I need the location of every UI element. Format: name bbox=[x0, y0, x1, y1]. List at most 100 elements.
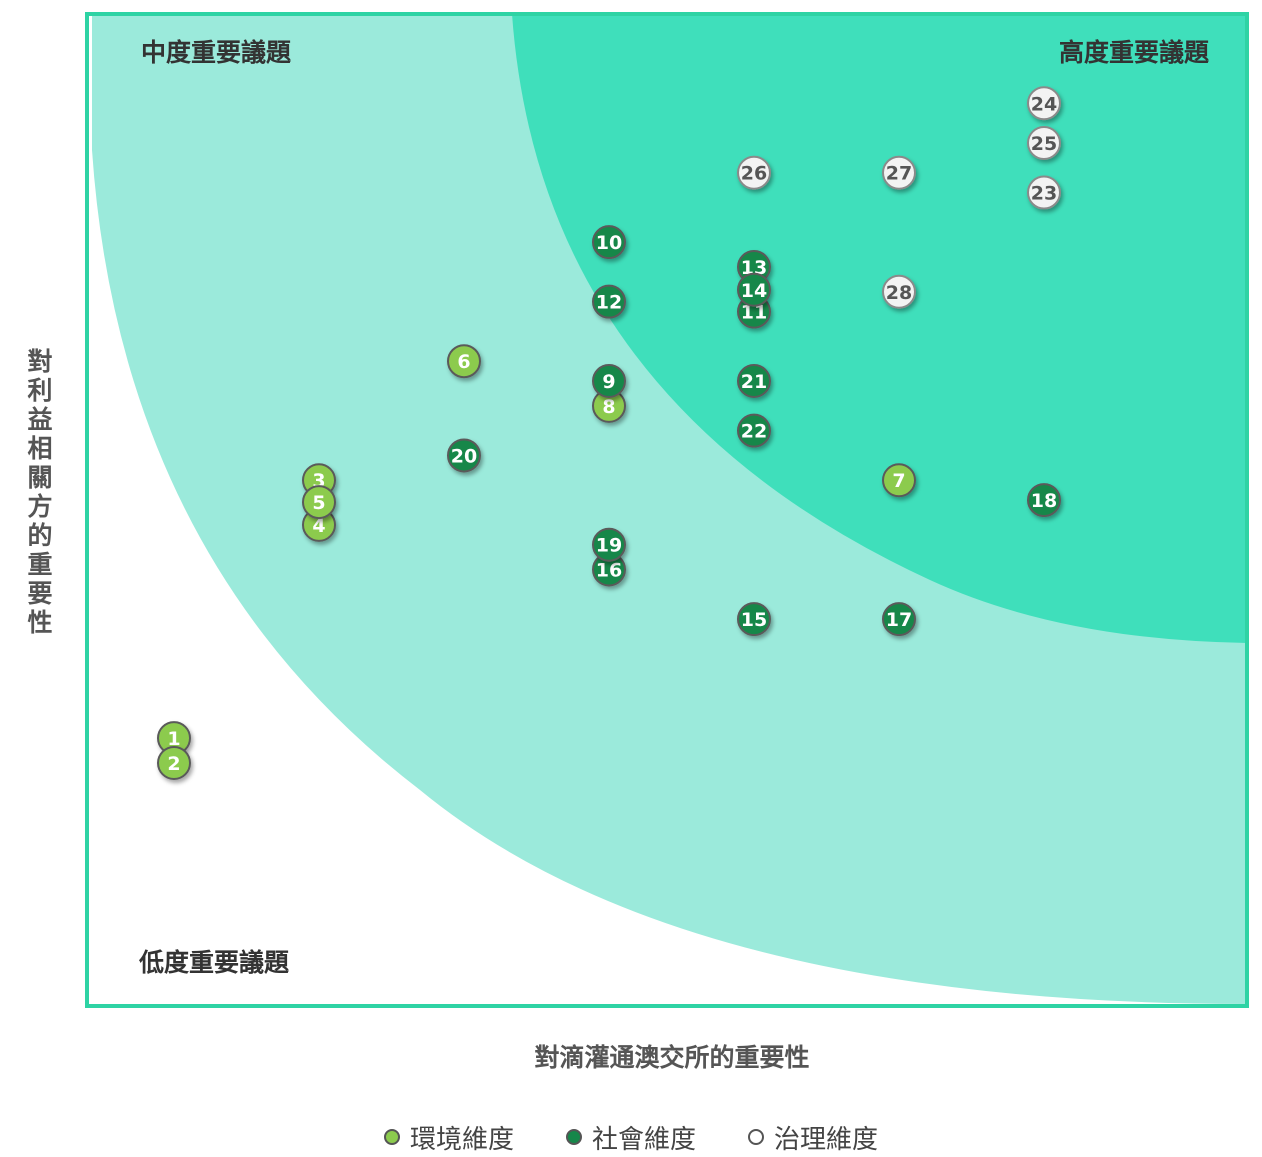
data-point-label: 21 bbox=[741, 371, 767, 393]
data-point-label: 12 bbox=[596, 292, 622, 314]
data-point-marker bbox=[1027, 483, 1061, 518]
y-axis-label-char: 方 bbox=[27, 492, 52, 521]
y-axis-label-char: 的 bbox=[27, 521, 52, 550]
zone-label-low: 低度重要議題 bbox=[138, 948, 290, 977]
data-point-marker bbox=[882, 463, 916, 498]
data-point-2: 2 bbox=[157, 745, 191, 780]
data-point-17: 17 bbox=[882, 602, 916, 637]
legend-item-env: 環境維度 bbox=[383, 1119, 514, 1156]
data-point-14: 14 bbox=[737, 272, 771, 307]
data-point-21: 21 bbox=[737, 364, 771, 399]
data-point-18: 18 bbox=[1027, 483, 1061, 518]
data-point-22: 22 bbox=[737, 413, 771, 448]
legend-item-gov: 治理維度 bbox=[748, 1119, 878, 1156]
data-point-marker bbox=[447, 344, 481, 379]
data-point-marker bbox=[737, 155, 771, 190]
data-point-label: 17 bbox=[886, 609, 912, 631]
y-axis-label-char: 益 bbox=[27, 405, 52, 434]
zone-high-region bbox=[512, 14, 1247, 643]
data-point-label: 1 bbox=[167, 728, 180, 750]
data-point-label: 22 bbox=[741, 421, 767, 443]
data-point-23: 23 bbox=[1027, 175, 1061, 210]
data-point-9: 9 bbox=[592, 364, 626, 399]
data-point-26: 26 bbox=[737, 155, 771, 190]
data-point-label: 15 bbox=[741, 609, 767, 631]
data-point-marker bbox=[447, 438, 481, 473]
data-point-label: 23 bbox=[1031, 183, 1057, 205]
data-point-label: 20 bbox=[451, 445, 477, 467]
data-point-16: 16 bbox=[592, 552, 626, 587]
legend-swatch-icon bbox=[748, 1129, 764, 1145]
legend-label: 社會維度 bbox=[591, 1124, 696, 1155]
data-point-marker bbox=[1027, 125, 1061, 160]
data-point-label: 19 bbox=[596, 535, 622, 557]
data-point-5: 5 bbox=[302, 485, 336, 520]
y-axis-label-char: 利 bbox=[27, 376, 52, 405]
data-point-6: 6 bbox=[447, 344, 481, 379]
data-point-24: 24 bbox=[1027, 86, 1061, 121]
data-point-label: 5 bbox=[312, 492, 325, 514]
data-point-label: 10 bbox=[596, 232, 622, 254]
data-point-marker bbox=[157, 745, 191, 780]
data-point-label: 25 bbox=[1031, 133, 1057, 155]
plot-frame bbox=[85, 12, 1249, 1008]
data-point-marker bbox=[882, 274, 916, 309]
y-axis-label-char: 關 bbox=[27, 463, 52, 492]
data-point-marker bbox=[592, 527, 626, 562]
data-point-marker bbox=[737, 602, 771, 637]
legend-swatch-icon bbox=[565, 1129, 582, 1145]
data-point-marker bbox=[302, 485, 336, 520]
data-point-label: 14 bbox=[741, 280, 767, 302]
data-point-7: 7 bbox=[882, 463, 916, 498]
data-point-15: 15 bbox=[737, 602, 771, 637]
legend: 環境維度 社會維度 治理維度 bbox=[0, 1117, 1262, 1157]
data-point-marker bbox=[737, 364, 771, 399]
y-axis-label-char: 重 bbox=[27, 550, 52, 579]
data-point-28: 28 bbox=[882, 274, 916, 309]
data-point-27: 27 bbox=[882, 155, 916, 190]
points-layer: 1234567891011121314151617181920212223242… bbox=[157, 86, 1061, 780]
y-axis-label-char: 性 bbox=[27, 608, 52, 637]
data-point-label: 26 bbox=[741, 163, 767, 185]
data-point-label: 4 bbox=[312, 515, 325, 537]
data-point-label: 9 bbox=[602, 371, 615, 393]
data-point-marker bbox=[737, 272, 771, 307]
data-point-label: 27 bbox=[886, 163, 912, 185]
data-point-12: 12 bbox=[592, 284, 626, 319]
legend-label: 環境維度 bbox=[409, 1124, 514, 1155]
y-axis-label-char: 相 bbox=[27, 434, 52, 463]
data-point-10: 10 bbox=[592, 225, 626, 260]
y-axis-label-char: 要 bbox=[27, 579, 52, 608]
data-point-marker bbox=[1027, 175, 1061, 210]
zone-label-high: 高度重要議題 bbox=[1059, 38, 1210, 67]
y-axis-label: 對利益相關方的重要性 bbox=[27, 347, 52, 637]
legend-swatch-icon bbox=[383, 1129, 400, 1145]
data-point-marker bbox=[737, 413, 771, 448]
zone-label-medium: 中度重要議題 bbox=[141, 38, 292, 67]
data-point-20: 20 bbox=[447, 438, 481, 473]
data-point-label: 2 bbox=[167, 753, 180, 775]
data-point-label: 8 bbox=[602, 396, 615, 418]
data-point-label: 28 bbox=[886, 282, 912, 304]
data-point-marker bbox=[592, 364, 626, 399]
legend-item-soc: 社會維度 bbox=[565, 1119, 696, 1156]
data-point-marker bbox=[882, 602, 916, 637]
data-point-marker bbox=[882, 155, 916, 190]
x-axis-label: 對滴灌通澳交所的重要性 bbox=[534, 1043, 809, 1072]
data-point-25: 25 bbox=[1027, 125, 1061, 160]
data-point-label: 7 bbox=[892, 470, 905, 492]
data-point-label: 18 bbox=[1031, 490, 1057, 512]
data-point-label: 13 bbox=[741, 257, 767, 279]
data-point-marker bbox=[592, 225, 626, 260]
zone-low-region bbox=[87, 14, 1247, 1006]
y-axis-label-char: 對 bbox=[27, 347, 52, 376]
data-point-label: 11 bbox=[741, 302, 767, 324]
data-point-label: 16 bbox=[596, 560, 622, 582]
legend-label: 治理維度 bbox=[774, 1124, 879, 1155]
data-point-marker bbox=[592, 284, 626, 319]
data-point-label: 6 bbox=[457, 351, 470, 373]
data-point-label: 24 bbox=[1031, 93, 1057, 115]
data-point-19: 19 bbox=[592, 527, 626, 562]
data-point-marker bbox=[1027, 86, 1061, 121]
